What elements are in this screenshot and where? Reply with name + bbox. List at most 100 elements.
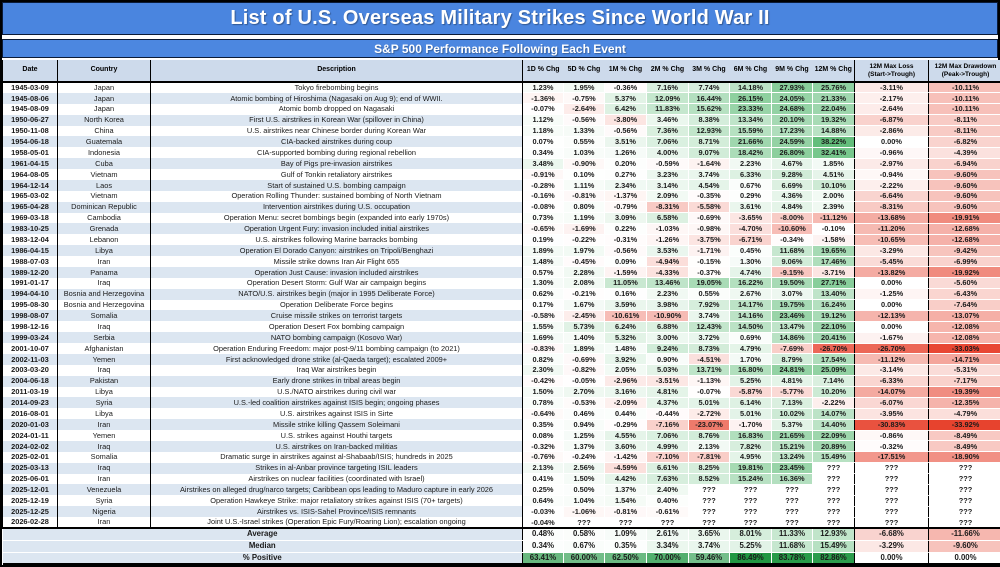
table-row: 1986-04-15 Libya Operation El Dorado Canyo…: [2, 245, 1000, 257]
cell-date: 1945-03-09: [2, 82, 58, 93]
cell-date: 2025-12-25: [2, 506, 58, 517]
cell-value: -0.35%: [688, 190, 730, 203]
cell-value: -0.07%: [522, 103, 564, 116]
cell-value: 4.81%: [771, 375, 813, 387]
cell-value: -5.60%: [928, 277, 1000, 290]
cell-country: North Korea: [57, 114, 151, 126]
cell-country: Vietnam: [57, 190, 151, 202]
cell-value: -1.69%: [563, 223, 605, 235]
cell-value: ???: [812, 506, 855, 518]
cell-value: 1.30%: [522, 277, 564, 290]
cell-description: U.S. airstrikes on Iran-backed militias: [150, 440, 523, 452]
cell-country: Iraq: [57, 277, 151, 289]
cell-value: -4.70%: [729, 223, 772, 235]
cell-description: Strikes in al-Anbar province targeting I…: [150, 462, 523, 474]
cell-value: 5.73%: [563, 321, 605, 333]
column-header: 1M % Chg: [604, 60, 647, 83]
cell-value: 0.80%: [563, 201, 605, 213]
cell-country: Japan: [57, 82, 151, 93]
table-row: 1964-12-14 Laos Start of sustained U.S. bo…: [2, 179, 1000, 192]
cell-value: -2.64%: [854, 103, 929, 116]
cell-description: Operation Desert Fox bombing campaign: [150, 321, 523, 333]
cell-value: ???: [771, 506, 813, 518]
cell-value: -10.11%: [928, 82, 1000, 94]
cell-description: Operation Urgent Fury: invasion included…: [150, 223, 523, 235]
cell-value: 1.03%: [563, 147, 605, 159]
cell-date: 1945-08-09: [2, 103, 58, 115]
cell-value: -0.08%: [522, 201, 564, 213]
table-row: 1988-07-03 Iran Missile strike downs Iran …: [2, 256, 1000, 268]
cell-value: 0.20%: [604, 158, 647, 170]
table-row: 1998-12-16 Iraq Operation Desert Fox bombi…: [2, 321, 1000, 333]
cell-value: -6.82%: [928, 136, 1000, 148]
cell-value: 7.06%: [646, 136, 689, 148]
cell-value: 0.35%: [522, 419, 564, 431]
cell-value: -2.86%: [854, 125, 929, 137]
cell-value: -2.96%: [604, 375, 647, 387]
cell-date: 1983-10-25: [2, 223, 58, 235]
cell-value: 17.23%: [771, 125, 813, 137]
cell-date: 1995-08-30: [2, 299, 58, 311]
cell-value: 10.02%: [771, 408, 813, 420]
cell-description: Early drone strikes in tribal areas begi…: [150, 375, 523, 387]
cell-value: 15.62%: [688, 103, 730, 116]
summary-label: Average: [2, 528, 523, 541]
cell-value: -3.95%: [854, 408, 929, 420]
cell-value: -0.59%: [646, 158, 689, 170]
cell-description: Operation Deliberate Force begins: [150, 299, 523, 311]
cell-value: 27.71%: [812, 277, 855, 290]
cell-value: -1.70%: [729, 419, 772, 431]
cell-value: -8.11%: [928, 125, 1000, 137]
cell-value: -0.90%: [563, 158, 605, 170]
cell-value: 17.46%: [812, 256, 855, 268]
summary-value: -11.66%: [928, 528, 1000, 541]
cell-description: NATO bombing campaign (Kosovo War): [150, 332, 523, 343]
cell-value: -1.67%: [854, 332, 929, 344]
cell-description: U.S.-led coalition airstrikes against IS…: [150, 397, 523, 409]
cell-value: 1.50%: [522, 386, 564, 398]
cell-value: 5.32%: [604, 332, 647, 344]
cell-value: 9.24%: [646, 343, 689, 355]
cell-value: 2.40%: [646, 484, 689, 496]
cell-value: 1.55%: [522, 321, 564, 333]
cell-value: 14.50%: [729, 321, 772, 333]
cell-value: ???: [854, 473, 929, 485]
cell-value: 16.44%: [688, 92, 730, 105]
cell-value: -7.17%: [928, 375, 1000, 387]
cell-value: -0.96%: [854, 147, 929, 159]
column-header: 12M % Chg: [812, 60, 855, 83]
cell-value: 1.37%: [604, 484, 647, 496]
cell-description: Operation Desert Storm: Gulf War air cam…: [150, 277, 523, 289]
cell-country: Cambodia: [57, 212, 151, 224]
cell-value: -3.75%: [688, 234, 730, 246]
cell-date: 1983-12-04: [2, 234, 58, 246]
cell-value: -10.11%: [928, 103, 1000, 116]
cell-value: -12.68%: [928, 234, 1000, 246]
cell-value: -13.82%: [854, 266, 929, 279]
table-row: 2003-03-20 Iraq Iraq War airstrikes begin 2…: [2, 364, 1000, 377]
summary-value: 63.41%: [522, 552, 564, 565]
cell-value: -10.65%: [854, 234, 929, 246]
cell-date: 1998-12-16: [2, 321, 58, 333]
summary-value: 5.25%: [729, 540, 772, 553]
cell-value: ???: [854, 495, 929, 507]
cell-date: 2001-10-07: [2, 343, 58, 354]
summary-value: 11.33%: [771, 528, 813, 541]
cell-value: 14.86%: [771, 332, 813, 344]
cell-value: 3.07%: [771, 288, 813, 300]
cell-value: -0.61%: [646, 506, 689, 518]
cell-value: -1.71%: [688, 245, 730, 257]
cell-value: 1.30%: [729, 256, 772, 268]
cell-value: 0.29%: [729, 190, 772, 203]
cell-value: -0.44%: [646, 408, 689, 420]
cell-value: -0.36%: [604, 82, 647, 94]
cell-value: -5.31%: [928, 364, 1000, 377]
cell-description: U.S. strikes against Houthi targets: [150, 430, 523, 441]
cell-value: 14.40%: [812, 419, 855, 431]
cell-value: 8.25%: [688, 462, 730, 474]
cell-country: Iran: [57, 517, 151, 529]
summary-value: 11.68%: [771, 540, 813, 553]
summary-row: % Positive 63.41% 60.00% 62.50% 70.00% 59.46%…: [2, 552, 1000, 565]
cell-value: 2.00%: [812, 190, 855, 203]
summary-value: 86.49%: [729, 552, 772, 565]
